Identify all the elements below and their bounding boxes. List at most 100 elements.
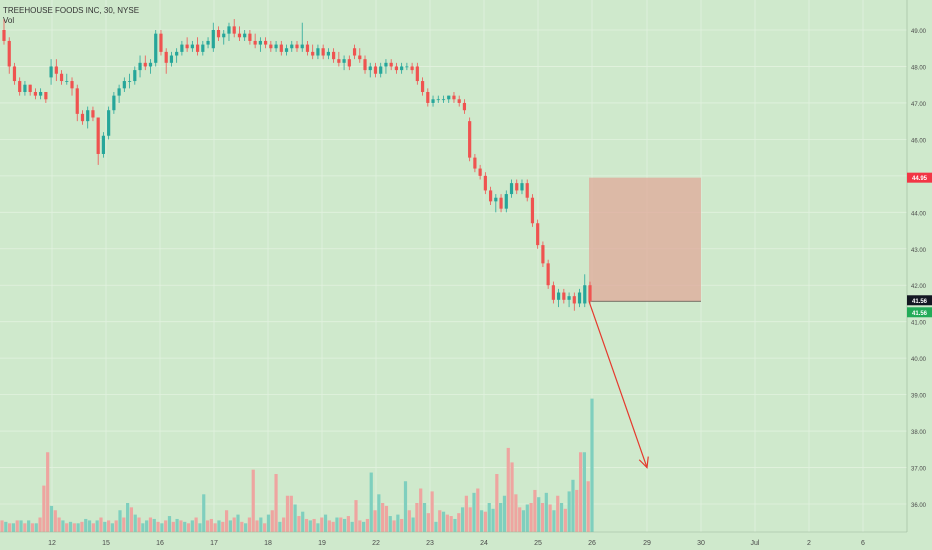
candle bbox=[509, 179, 514, 198]
candle-body bbox=[243, 33, 247, 38]
candle-body bbox=[227, 26, 231, 34]
candle bbox=[557, 288, 561, 308]
candle bbox=[264, 37, 268, 49]
time-axis[interactable]: 12 15 16 17 18 19 22 23 24 25 26 29 30 Jul 2 6 bbox=[48, 540, 865, 547]
symbol-title[interactable]: TREEHOUSE FOODS INC, 30, NYSE bbox=[3, 6, 140, 15]
volume-bar bbox=[342, 518, 347, 532]
candle-body bbox=[536, 223, 540, 246]
candle bbox=[321, 44, 325, 60]
candle-body bbox=[326, 51, 330, 56]
candle bbox=[536, 219, 540, 249]
candle-body bbox=[473, 157, 477, 169]
price-tick-label: 36.00 bbox=[911, 503, 927, 509]
price-tick-label: 43.00 bbox=[911, 248, 927, 254]
volume-bar bbox=[263, 523, 267, 532]
volume-bar bbox=[205, 520, 210, 532]
volume-bar bbox=[358, 520, 362, 532]
volume-bar bbox=[278, 521, 282, 532]
candle-body bbox=[363, 59, 367, 71]
volume-bar bbox=[198, 523, 202, 532]
volume-bars bbox=[0, 398, 594, 532]
price-tick-label: 38.00 bbox=[911, 430, 927, 436]
volume-bar bbox=[0, 520, 4, 532]
volume-label[interactable]: Vol bbox=[3, 16, 15, 25]
volume-bar bbox=[426, 513, 430, 532]
candle-body bbox=[577, 292, 582, 304]
candle bbox=[107, 106, 111, 140]
volume-bar bbox=[110, 523, 114, 532]
candle bbox=[295, 40, 299, 52]
volume-bar bbox=[175, 518, 179, 532]
candle-body bbox=[546, 263, 550, 286]
volume-bar bbox=[476, 488, 480, 532]
volume-bar bbox=[403, 481, 408, 532]
candle-body bbox=[133, 70, 137, 82]
risk-box[interactable] bbox=[589, 177, 701, 302]
last-price-badge-background bbox=[907, 295, 932, 306]
volume-bar bbox=[137, 517, 141, 532]
volume-bar bbox=[266, 514, 271, 532]
candle bbox=[190, 40, 194, 52]
volume-bar bbox=[103, 521, 107, 532]
candle bbox=[175, 48, 179, 63]
candle bbox=[101, 132, 106, 158]
volume-bar bbox=[571, 479, 575, 532]
volume-bar bbox=[457, 513, 461, 532]
candle bbox=[358, 48, 362, 63]
volume-bar bbox=[480, 510, 484, 532]
candle bbox=[143, 55, 147, 71]
candle-body bbox=[352, 48, 357, 56]
volume-bar bbox=[323, 514, 328, 532]
candle-body bbox=[358, 55, 362, 60]
volume-bar bbox=[255, 520, 259, 532]
volume-bar bbox=[285, 495, 290, 532]
volume-bar bbox=[384, 505, 389, 532]
volume-bar bbox=[95, 520, 99, 532]
volume-bar bbox=[548, 504, 552, 532]
candle bbox=[410, 62, 414, 74]
candle bbox=[541, 241, 545, 267]
candle-body bbox=[494, 197, 498, 202]
candle-body bbox=[33, 91, 37, 96]
current-price-badge-text: 41.56 bbox=[912, 311, 928, 317]
candle bbox=[96, 117, 100, 165]
candle bbox=[227, 22, 231, 41]
candle bbox=[122, 77, 126, 92]
candle bbox=[243, 30, 247, 41]
time-tick-label: 15 bbox=[102, 540, 110, 547]
candle-body bbox=[44, 91, 48, 100]
candle bbox=[415, 62, 419, 85]
volume-bar bbox=[552, 510, 556, 532]
candle-body bbox=[389, 62, 393, 67]
time-tick-label: 26 bbox=[588, 540, 596, 547]
candle bbox=[342, 55, 346, 71]
volume-bar bbox=[369, 472, 373, 532]
candle-body bbox=[562, 292, 566, 300]
candle-body bbox=[311, 51, 315, 56]
volume-bar bbox=[209, 518, 213, 532]
candle-body bbox=[49, 66, 53, 78]
price-tick-label: 42.00 bbox=[911, 284, 927, 290]
volume-bar bbox=[339, 517, 343, 532]
candle-body bbox=[107, 110, 111, 136]
candle-body bbox=[520, 183, 524, 191]
price-badges: 44.95 41.56 41.56 bbox=[907, 172, 932, 318]
candle bbox=[253, 33, 257, 49]
volume-bar bbox=[434, 521, 438, 532]
candle-body bbox=[59, 73, 64, 82]
candle bbox=[222, 30, 226, 45]
volume-bar bbox=[148, 517, 153, 532]
volume-bar bbox=[388, 516, 392, 532]
price-tick-label: 44.00 bbox=[911, 211, 927, 217]
candle bbox=[488, 186, 493, 206]
volume-bar bbox=[76, 523, 80, 532]
projection-arrow[interactable] bbox=[588, 301, 649, 469]
volume-bar bbox=[464, 495, 468, 532]
candle-body bbox=[279, 44, 283, 52]
volume-bar bbox=[68, 521, 73, 532]
arrow-head bbox=[638, 456, 649, 469]
candle bbox=[567, 292, 571, 308]
candle bbox=[195, 37, 200, 56]
candle-body bbox=[468, 121, 472, 158]
